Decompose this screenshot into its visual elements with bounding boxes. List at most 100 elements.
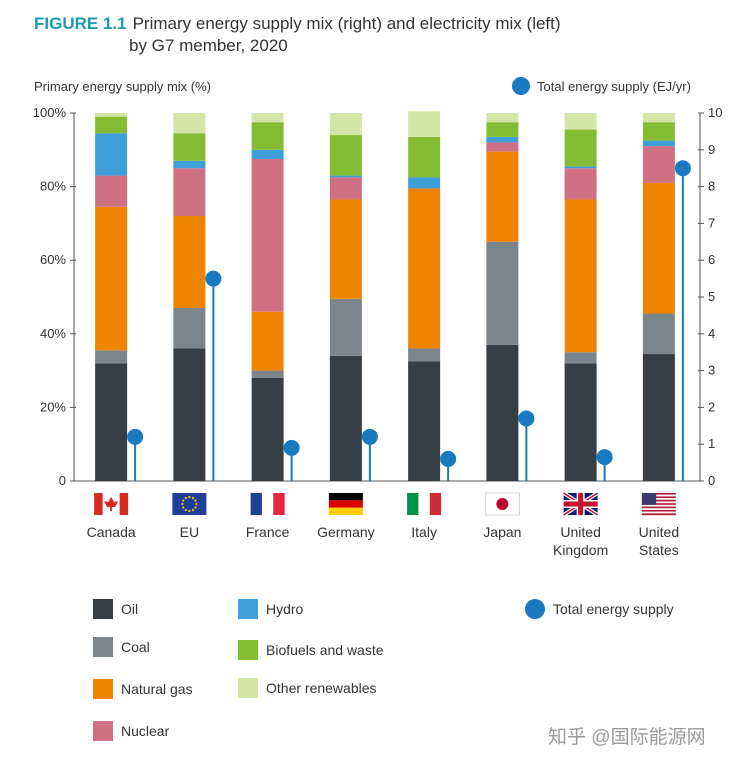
y-tick-label: 40% [40, 326, 66, 341]
bar-biofuels-and-waste-united-states [642, 122, 675, 141]
bar-natural-gas-eu [173, 216, 206, 309]
bar-oil-united-states [642, 354, 675, 481]
bar-nuclear-united-states [642, 146, 675, 183]
legend-swatch-icon [238, 640, 258, 660]
total-energy-point-france [283, 439, 300, 456]
bar-other-renewables-eu [173, 113, 206, 134]
legend-label: Nuclear [121, 723, 170, 739]
legend-swatch-icon [238, 678, 258, 698]
category-label: United [639, 524, 679, 540]
bar-oil-germany [329, 355, 362, 481]
category-label: France [246, 524, 290, 540]
bar-other-renewables-italy [408, 111, 441, 137]
bar-nuclear-france [251, 159, 284, 312]
bar-oil-eu [173, 348, 206, 481]
legend-label: Biofuels and waste [266, 642, 384, 658]
bar-biofuels-and-waste-france [251, 122, 284, 150]
bar-hydro-japan [486, 136, 519, 143]
bar-oil-united-kingdom [564, 363, 597, 481]
category-label: Canada [87, 524, 136, 540]
total-energy-point-eu [205, 270, 222, 287]
y2-tick-label: 5 [708, 289, 715, 304]
category-label: Japan [483, 524, 521, 540]
bar-nuclear-germany [329, 177, 362, 200]
flag-france-icon [250, 493, 285, 515]
bar-nuclear-canada [95, 175, 128, 207]
bar-nuclear-japan [486, 142, 519, 152]
y2-tick-label: 3 [708, 363, 715, 378]
title-line-2: by G7 member, 2020 [129, 36, 288, 55]
y2-tick-label: 8 [708, 179, 715, 194]
total-energy-point-germany [361, 428, 378, 445]
watermark: 知乎 @国际能源网 [548, 727, 706, 748]
bar-coal-germany [329, 298, 362, 356]
y-tick-label: 0 [59, 473, 66, 488]
bar-other-renewables-united-kingdom [564, 113, 597, 130]
flag-italy-icon [407, 493, 442, 515]
legend-swatch-icon [93, 679, 113, 699]
category-label: States [639, 542, 679, 558]
bar-oil-italy [408, 361, 441, 481]
bar-oil-france [251, 377, 284, 481]
flag-united-kingdom-icon [562, 491, 599, 517]
total-energy-marker-icon [512, 77, 530, 95]
bar-biofuels-and-waste-united-kingdom [564, 129, 597, 167]
bar-biofuels-and-waste-italy [408, 136, 441, 178]
bar-hydro-united-states [642, 140, 675, 147]
legend-circle-icon [525, 599, 545, 619]
legend-swatch-icon [93, 637, 113, 657]
bar-coal-japan [486, 241, 519, 345]
category-label: Germany [317, 524, 375, 540]
flag-germany-icon [328, 493, 363, 515]
bar-other-renewables-france [251, 113, 284, 123]
y2-tick-label: 0 [708, 473, 715, 488]
bar-hydro-germany [329, 175, 362, 178]
bar-hydro-france [251, 149, 284, 159]
bar-other-renewables-japan [486, 113, 519, 123]
flag-canada-icon [94, 493, 129, 515]
bar-oil-japan [486, 344, 519, 481]
total-energy-point-united-states [674, 160, 691, 177]
bar-coal-canada [95, 350, 128, 364]
bar-hydro-eu [173, 160, 206, 169]
flag-united-states-icon [641, 493, 676, 516]
legend-label: Other renewables [266, 680, 377, 696]
bar-natural-gas-united-states [642, 182, 675, 314]
bar-natural-gas-germany [329, 199, 362, 299]
flag-japan-icon [484, 492, 520, 516]
category-label: Italy [411, 524, 437, 540]
total-energy-point-united-kingdom [596, 449, 613, 466]
y2-tick-label: 10 [708, 105, 722, 120]
bar-hydro-canada [95, 133, 128, 176]
legend-swatch-icon [93, 721, 113, 741]
y2-tick-label: 4 [708, 326, 715, 341]
y-tick-label: 100% [33, 105, 67, 120]
y2-tick-label: 1 [708, 436, 715, 451]
bar-coal-italy [408, 348, 441, 362]
bar-coal-eu [173, 308, 206, 349]
bar-biofuels-and-waste-eu [173, 133, 206, 161]
total-energy-point-japan [518, 410, 535, 427]
bar-other-renewables-germany [329, 113, 362, 136]
legend-label: Natural gas [121, 681, 193, 697]
bar-coal-united-states [642, 313, 675, 355]
y2-tick-label: 6 [708, 252, 715, 267]
flag-eu-icon [172, 493, 207, 515]
bar-coal-france [251, 370, 284, 378]
bar-biofuels-and-waste-japan [486, 122, 519, 137]
y-tick-label: 20% [40, 399, 66, 414]
category-label: United [560, 524, 600, 540]
legend-swatch-icon [238, 599, 258, 619]
y2-tick-label: 2 [708, 399, 715, 414]
bar-oil-canada [95, 363, 128, 481]
category-label: Kingdom [553, 542, 608, 558]
figure-title: FIGURE 1.1 Primary energy supply mix (rig… [34, 14, 734, 56]
legend-swatch-icon [93, 599, 113, 619]
bar-natural-gas-japan [486, 151, 519, 242]
title-line-1: Primary energy supply mix (right) and el… [132, 14, 561, 33]
y2-tick-label: 7 [708, 215, 715, 230]
bar-natural-gas-canada [95, 206, 128, 351]
category-label: EU [180, 524, 199, 540]
total-energy-point-italy [440, 450, 457, 467]
